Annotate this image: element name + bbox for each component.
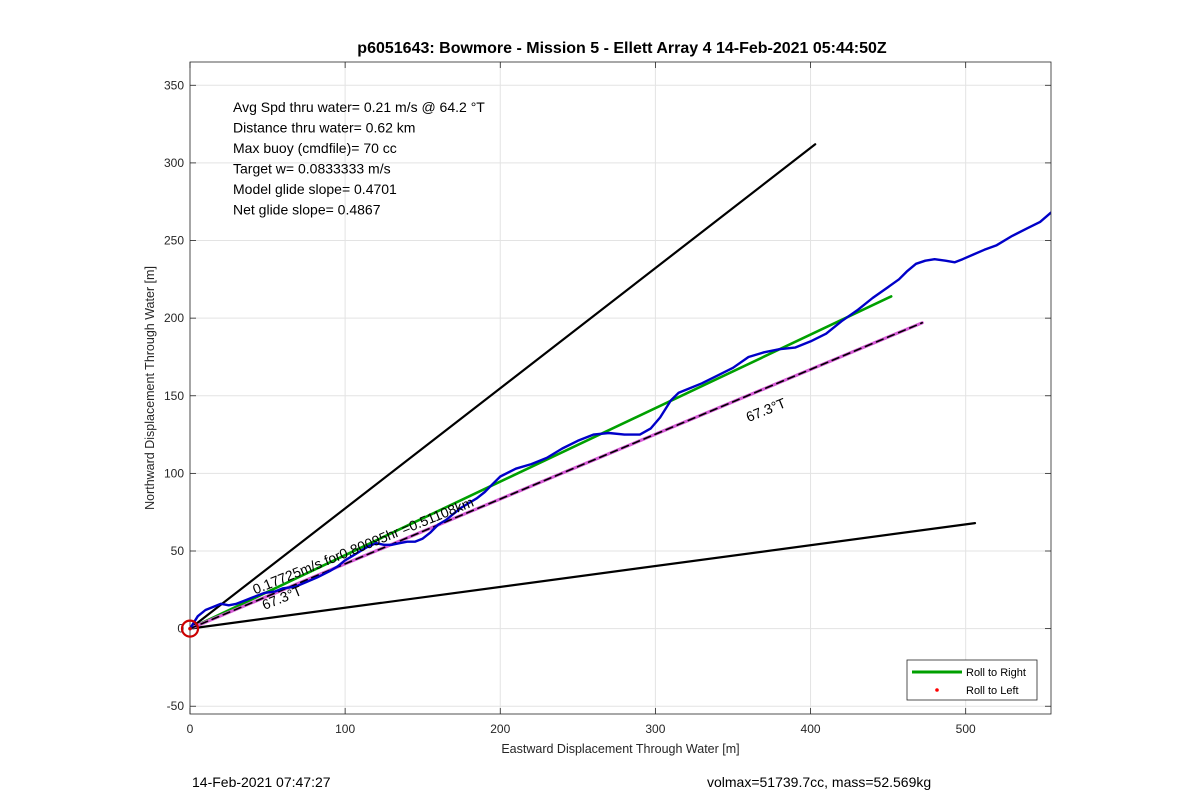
chart-title: p6051643: Bowmore - Mission 5 - Ellett A… [357,40,887,57]
info-line: Avg Spd thru water= 0.21 m/s @ 64.2 °T [233,99,485,115]
series-layer [190,143,1051,631]
y-tick-label: 350 [164,78,184,92]
legend-box [906,659,1038,701]
grid-lines [189,62,1051,714]
series-line-4 [190,321,924,630]
y-tick-label: 250 [164,234,184,248]
footer-mass-info: volmax=51739.7cc, mass=52.569kg [707,774,932,790]
axes-box [189,61,1052,715]
info-line: Net glide slope= 0.4867 [233,202,381,218]
x-tick-label: 400 [801,722,821,736]
x-tick-label: 0 [187,722,194,736]
origin-circle [180,619,200,638]
y-axis-label: Northward Displacement Through Water [m] [143,266,157,510]
x-tick-label: 500 [956,722,976,736]
info-text-block: Avg Spd thru water= 0.21 m/s @ 64.2 °T Di… [233,99,485,218]
info-line: Distance thru water= 0.62 km [233,120,415,136]
y-tick-label: 150 [164,389,184,403]
legend-entry-label: Roll to Left [966,685,1019,697]
x-tick-label: 300 [645,722,665,736]
y-tick-label: 0 [177,622,184,636]
y-tick-label: 200 [164,311,184,325]
series-line-5 [190,211,1051,630]
legend-swatch-dot [935,688,939,692]
x-tick-label: 100 [335,722,355,736]
info-line: Max buoy (cmdfile)= 70 cc [233,140,397,156]
x-tick-label: 200 [490,722,510,736]
plot-area [190,143,1051,631]
origin-marker [180,619,200,638]
info-line: Model glide slope= 0.4701 [233,181,397,197]
info-line: Target w= 0.0833333 m/s [233,161,391,177]
series-line-2 [190,295,893,630]
y-tick-label: 300 [164,156,184,170]
footer-timestamp: 14-Feb-2021 07:47:27 [192,774,331,790]
legend-entry-label: Roll to Right [966,667,1026,679]
y-tick-label: 50 [171,544,185,558]
origin-dot [188,626,192,631]
y-tick-label: -50 [167,699,185,713]
legend: Roll to Right Roll to Left [906,659,1038,701]
y-tick-label: 100 [164,466,184,480]
x-axis-label: Eastward Displacement Through Water [m] [501,742,739,756]
series-line-1 [190,521,977,630]
series-line-0 [190,143,817,630]
